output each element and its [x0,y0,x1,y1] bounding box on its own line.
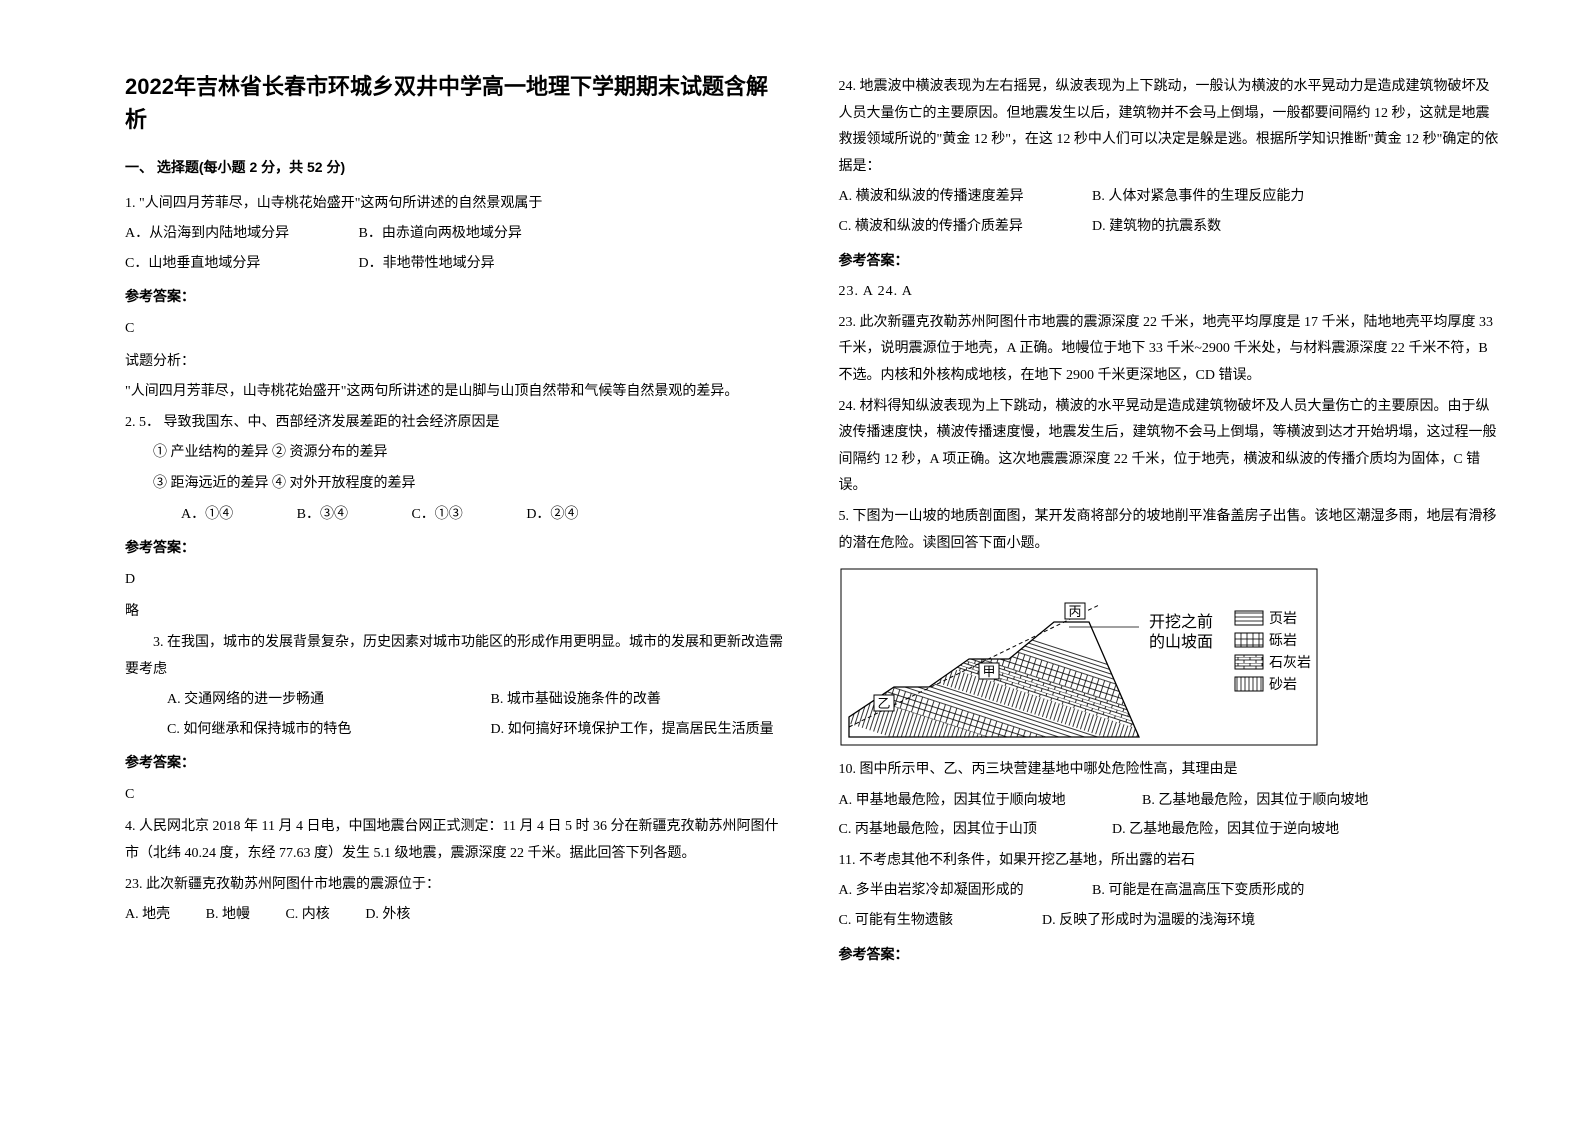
q4-text: 人民网北京 2018 年 11 月 4 日电，中国地震台网正式测定：11 月 4… [125,819,778,861]
q2-note: 略 [125,599,789,626]
q1-answer: C [125,316,789,343]
q5-s10-optD: D. 乙基地最危险，因其位于逆向坡地 [1112,822,1339,837]
q2-optD: D．②④ [498,502,578,529]
q4-s23-optB: B. 地幔 [206,902,250,929]
q5-s10-optC: C. 丙基地最危险，因其位于山顶 [839,817,1109,844]
legend-conglomerate: 砾岩 [1269,633,1297,649]
q3-row2: C. 如何继承和保持城市的特色 D. 如何搞好环境保护工作，提高居民生活质量 [125,717,789,744]
q4-num: 4. [125,819,136,834]
q5-answer-label: 参考答案： [839,941,1503,968]
q2-optA: A．①④ [153,502,233,529]
q3-optC: C. 如何继承和保持城市的特色 [167,717,487,744]
q5-stem: 5. 下图为一山坡的地质剖面图，某开发商将部分的坡地削平准备盖房子出售。该地区潮… [839,504,1503,557]
q5-s10-optA: A. 甲基地最危险，因其位于顺向坡地 [839,788,1139,815]
q2-answer-label: 参考答案： [125,534,789,561]
page-title: 2022年吉林省长春市环城乡双井中学高一地理下学期期末试题含解析 [125,70,789,136]
q4-s24-text: 24. 地震波中横波表现为左右摇晃，纵波表现为上下跳动，一般认为横波的水平晃动力… [839,74,1503,180]
q1-optC: C．山地垂直地域分异 [125,251,355,278]
q1-options-row2: C．山地垂直地域分异 D．非地带性地域分异 [125,251,789,278]
q1-answer-label: 参考答案： [125,283,789,310]
q1-options-row1: A．从沿海到内陆地域分异 B．由赤道向两极地域分异 [125,221,789,248]
q5-s11-optC: C. 可能有生物遗骸 [839,908,1039,935]
q4-s24-row1: A. 横波和纵波的传播速度差异 B. 人体对紧急事件的生理反应能力 [839,184,1503,211]
q4-answer-label: 参考答案： [839,247,1503,274]
q3-answer-label: 参考答案： [125,749,789,776]
q1-stem: 1. "人间四月芳菲尽，山寺桃花始盛开"这两句所讲述的自然景观属于 [125,191,789,218]
q3-optB: B. 城市基础设施条件的改善 [491,692,661,707]
q1-optA: A．从沿海到内陆地域分异 [125,221,355,248]
q5-s11-text: 11. 不考虑其他不利条件，如果开挖乙基地，所出露的岩石 [839,848,1503,875]
q1-text: "人间四月芳菲尽，山寺桃花始盛开"这两句所讲述的自然景观属于 [139,196,542,211]
right-column: 24. 地震波中横波表现为左右摇晃，纵波表现为上下跳动，一般认为横波的水平晃动力… [814,70,1528,1082]
q1-optD: D．非地带性地域分异 [359,256,495,271]
label-bing: 丙 [1068,604,1081,619]
q2-num: 2. 5． [125,415,160,430]
q3-num: 3. [153,635,164,650]
q4-s24-optA: A. 横波和纵波的传播速度差异 [839,184,1089,211]
q1-num: 1. [125,196,136,211]
q5-s10-text: 10. 图中所示甲、乙、丙三块营建基地中哪处危险性高，其理由是 [839,757,1503,784]
q3-text: 在我国，城市的发展背景复杂，历史因素对城市功能区的形成作用更明显。城市的发展和更… [125,635,783,677]
section-1-header: 一、 选择题(每小题 2 分，共 52 分) [125,154,789,181]
q1-analysis: "人间四月芳菲尽，山寺桃花始盛开"这两句所讲述的是山脚与山顶自然带和气候等自然景… [125,379,789,406]
q4-s24-optB: B. 人体对紧急事件的生理反应能力 [1092,189,1304,204]
q4-s24-optC: C. 横波和纵波的传播介质差异 [839,214,1089,241]
q4-answer-line: 23. A 24. A [839,279,1503,306]
label-yi: 乙 [877,696,890,711]
q4-s24-optD: D. 建筑物的抗震系数 [1092,219,1221,234]
left-column: 2022年吉林省长春市环城乡双井中学高一地理下学期期末试题含解析 一、 选择题(… [100,70,814,1082]
legend-sandstone: 砂岩 [1269,677,1297,693]
q2-line2: ③ 距海远近的差异 ④ 对外开放程度的差异 [125,471,789,498]
q2-stem: 2. 5． 导致我国东、中、西部经济发展差距的社会经济原因是 [125,410,789,437]
q5-s10-row1: A. 甲基地最危险，因其位于顺向坡地 B. 乙基地最危险，因其位于顺向坡地 [839,788,1503,815]
q4-s23-optA: A. 地壳 [125,902,170,929]
q3-optD: D. 如何搞好环境保护工作，提高居民生活质量 [491,722,774,737]
label-before: 开挖之前 [1149,613,1213,631]
q4-s23-optD: D. 外核 [365,902,410,929]
q2-line1: ① 产业结构的差异 ② 资源分布的差异 [125,440,789,467]
q3-optA: A. 交通网络的进一步畅通 [167,687,487,714]
q4-s24-row2: C. 横波和纵波的传播介质差异 D. 建筑物的抗震系数 [839,214,1503,241]
q2-optB: B．③④ [269,502,348,529]
q5-num: 5. [839,509,850,524]
geology-diagram: 乙 甲 丙 开挖之前 的山坡面 页岩 砾岩 石灰岩 [839,567,1319,747]
q2-answer: D [125,567,789,594]
label-slope: 的山坡面 [1149,633,1213,651]
q5-s11-optD: D. 反映了形成时为温暖的浅海环境 [1042,913,1255,928]
q3-row1: A. 交通网络的进一步畅通 B. 城市基础设施条件的改善 [125,687,789,714]
q4-stem: 4. 人民网北京 2018 年 11 月 4 日电，中国地震台网正式测定：11 … [125,814,789,867]
q5-s11-optA: A. 多半由岩浆冷却凝固形成的 [839,878,1089,905]
q5-s11-row2: C. 可能有生物遗骸 D. 反映了形成时为温暖的浅海环境 [839,908,1503,935]
q2-optC: C．①③ [383,502,462,529]
q4-expl24: 24. 材料得知纵波表现为上下跳动，横波的水平晃动是造成建筑物破坏及人员大量伤亡… [839,394,1503,500]
q5-s11-row1: A. 多半由岩浆冷却凝固形成的 B. 可能是在高温高压下变质形成的 [839,878,1503,905]
q4-s23-options: A. 地壳 B. 地幔 C. 内核 D. 外核 [125,902,789,929]
q5-text: 下图为一山坡的地质剖面图，某开发商将部分的坡地削平准备盖房子出售。该地区潮湿多雨… [839,509,1497,551]
q3-answer: C [125,782,789,809]
q3-stem: 3. 在我国，城市的发展背景复杂，历史因素对城市功能区的形成作用更明显。城市的发… [125,630,789,683]
q1-optB: B．由赤道向两极地域分异 [359,226,522,241]
legend-shale: 页岩 [1269,611,1297,627]
label-jia: 甲 [982,664,995,679]
q4-s23-optC: C. 内核 [285,902,329,929]
q5-s10-optB: B. 乙基地最危险，因其位于顺向坡地 [1142,793,1368,808]
q4-s23-text: 23. 此次新疆克孜勒苏州阿图什市地震的震源位于： [125,872,789,899]
q4-expl23: 23. 此次新疆克孜勒苏州阿图什市地震的震源深度 22 千米，地壳平均厚度是 1… [839,310,1503,390]
q2-text: 导致我国东、中、西部经济发展差距的社会经济原因是 [164,415,500,430]
legend-limestone: 石灰岩 [1269,655,1311,671]
q5-s11-optB: B. 可能是在高温高压下变质形成的 [1092,883,1304,898]
q5-s10-row2: C. 丙基地最危险，因其位于山顶 D. 乙基地最危险，因其位于逆向坡地 [839,817,1503,844]
q1-analysis-label: 试题分析： [125,349,789,376]
exam-page: 2022年吉林省长春市环城乡双井中学高一地理下学期期末试题含解析 一、 选择题(… [0,0,1587,1122]
q2-options: A．①④ B．③④ C．①③ D．②④ [125,502,789,529]
